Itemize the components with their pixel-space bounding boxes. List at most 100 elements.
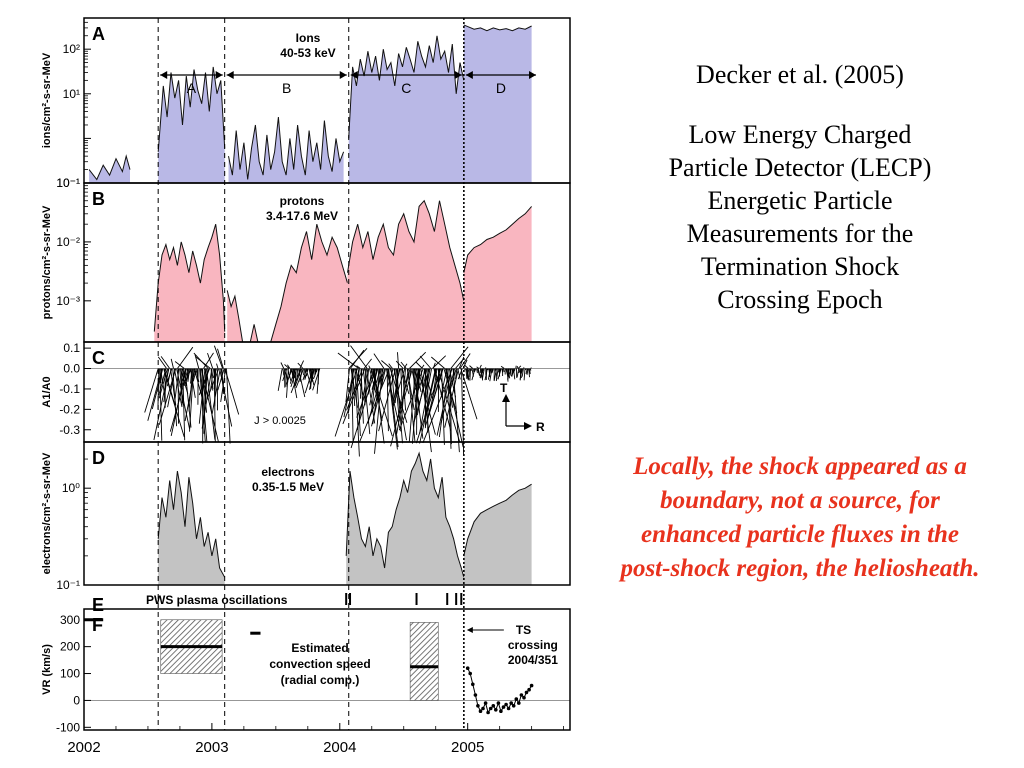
anisotropy-stick (511, 368, 515, 377)
x-tick-label: 2005 (451, 739, 484, 756)
anisotropy-stick (449, 368, 452, 445)
anisotropy-stick (198, 368, 206, 424)
anisotropy-stick (211, 368, 221, 415)
post-shock-speed-point (468, 671, 473, 676)
anisotropy-stick (380, 368, 386, 383)
panel-c-annotation: J > 0.0025 (254, 415, 306, 427)
anisotropy-stick (371, 368, 379, 390)
anisotropy-stick (206, 368, 216, 440)
series-line-a (88, 154, 131, 181)
anisotropy-stick (308, 368, 312, 381)
anisotropy-stick (432, 355, 447, 369)
panel-d-annotation: electrons (261, 465, 315, 479)
series-fill-a (228, 117, 344, 183)
y-tick-label: 10⁻² (56, 235, 80, 249)
series-fill-b (154, 224, 225, 342)
y-axis-label-d: electrons/cm²-s-sr-MeV (41, 452, 53, 574)
anisotropy-stick (529, 368, 531, 375)
anisotropy-stick (346, 368, 364, 411)
post-shock-speed-point (504, 702, 508, 707)
anisotropy-stick (391, 368, 395, 401)
y-tick-label: 0.0 (63, 362, 80, 376)
y-tick-label: 10² (63, 42, 80, 56)
anisotropy-stick (174, 361, 185, 369)
anisotropy-stick (371, 368, 387, 427)
anisotropy-stick (357, 368, 369, 431)
panel-letter-f: F (92, 615, 103, 635)
anisotropy-stick (469, 368, 471, 381)
anisotropy-stick (212, 368, 217, 379)
post-shock-speed-point (478, 709, 483, 713)
region-span-arrow (160, 71, 168, 79)
y-tick-label: 100 (60, 667, 80, 681)
anisotropy-stick (477, 368, 481, 376)
anisotropy-stick (356, 368, 376, 418)
anisotropy-stick (373, 353, 385, 369)
title-line: Measurements for the (686, 219, 914, 248)
post-shock-speed-point (517, 701, 521, 705)
anisotropy-stick (521, 368, 524, 377)
anisotropy-stick (207, 352, 214, 369)
anisotropy-stick (489, 368, 493, 382)
multi-panel-chart: T R Estimated convection speed (radial comp.… (41, 17, 571, 756)
anisotropy-stick (479, 364, 482, 369)
anisotropy-stick (174, 368, 180, 401)
post-shock-speed-point (483, 701, 488, 705)
anisotropy-stick (375, 368, 381, 383)
region-span-arrow (226, 71, 234, 79)
anisotropy-stick (415, 361, 423, 369)
post-shock-speed-point (509, 701, 513, 705)
anisotropy-stick (213, 345, 224, 369)
anisotropy-stick (312, 368, 321, 391)
anisotropy-stick (158, 368, 167, 396)
y-tick-label: 0.1 (63, 341, 80, 355)
anisotropy-stick (183, 368, 192, 386)
anisotropy-stick (160, 356, 171, 369)
anisotropy-stick (424, 368, 444, 427)
anisotropy-stick (368, 365, 371, 369)
post-shock-speed-point (524, 690, 529, 695)
series-fill-d (463, 484, 532, 585)
anisotropy-stick (304, 368, 309, 380)
post-shock-speed-point (473, 693, 478, 697)
anisotropy-stick (403, 368, 413, 400)
anisotropy-stick (403, 363, 408, 369)
panel-letter-a: A (92, 24, 105, 44)
y-tick-label: 10⁻¹ (56, 176, 80, 190)
anisotropy-stick (419, 355, 432, 369)
anisotropy-stick (169, 368, 189, 432)
anisotropy-stick (290, 368, 298, 388)
anisotropy-stick (392, 368, 406, 408)
anisotropy-stick (416, 368, 428, 416)
inset-t-label: T (500, 381, 508, 395)
anisotropy-stick (226, 368, 231, 444)
series-line-b (249, 324, 259, 343)
anisotropy-stick (217, 348, 224, 369)
anisotropy-stick (417, 368, 436, 435)
anisotropy-stick (440, 368, 448, 396)
panel-letter-d: D (92, 448, 105, 468)
anisotropy-stick (480, 368, 484, 379)
region-span-arrow (350, 71, 358, 79)
anisotropy-stick (395, 368, 401, 387)
ts-crossing-label: TS (516, 623, 531, 637)
anisotropy-stick (415, 368, 442, 444)
series-fill-b (270, 224, 348, 342)
anisotropy-stick (519, 368, 524, 377)
y-tick-label: 10⁰ (62, 481, 80, 495)
region-span-arrow (465, 71, 473, 79)
inset-r-arrow (524, 422, 532, 430)
ts-crossing-label: crossing (508, 638, 558, 652)
anisotropy-stick (436, 368, 453, 436)
anisotropy-stick (289, 368, 296, 384)
panel-a-annotation: 40-53 keV (280, 46, 335, 60)
anisotropy-stick (179, 368, 188, 387)
panel-b-annotation: 3.4-17.6 MeV (266, 209, 338, 223)
post-shock-speed-point (511, 704, 516, 708)
anisotropy-stick (499, 368, 501, 372)
anisotropy-stick (144, 368, 159, 413)
post-shock-speed-point (491, 704, 496, 708)
anisotropy-stick (363, 358, 372, 369)
post-shock-speed-point (496, 701, 501, 705)
anisotropy-stick (415, 368, 421, 418)
